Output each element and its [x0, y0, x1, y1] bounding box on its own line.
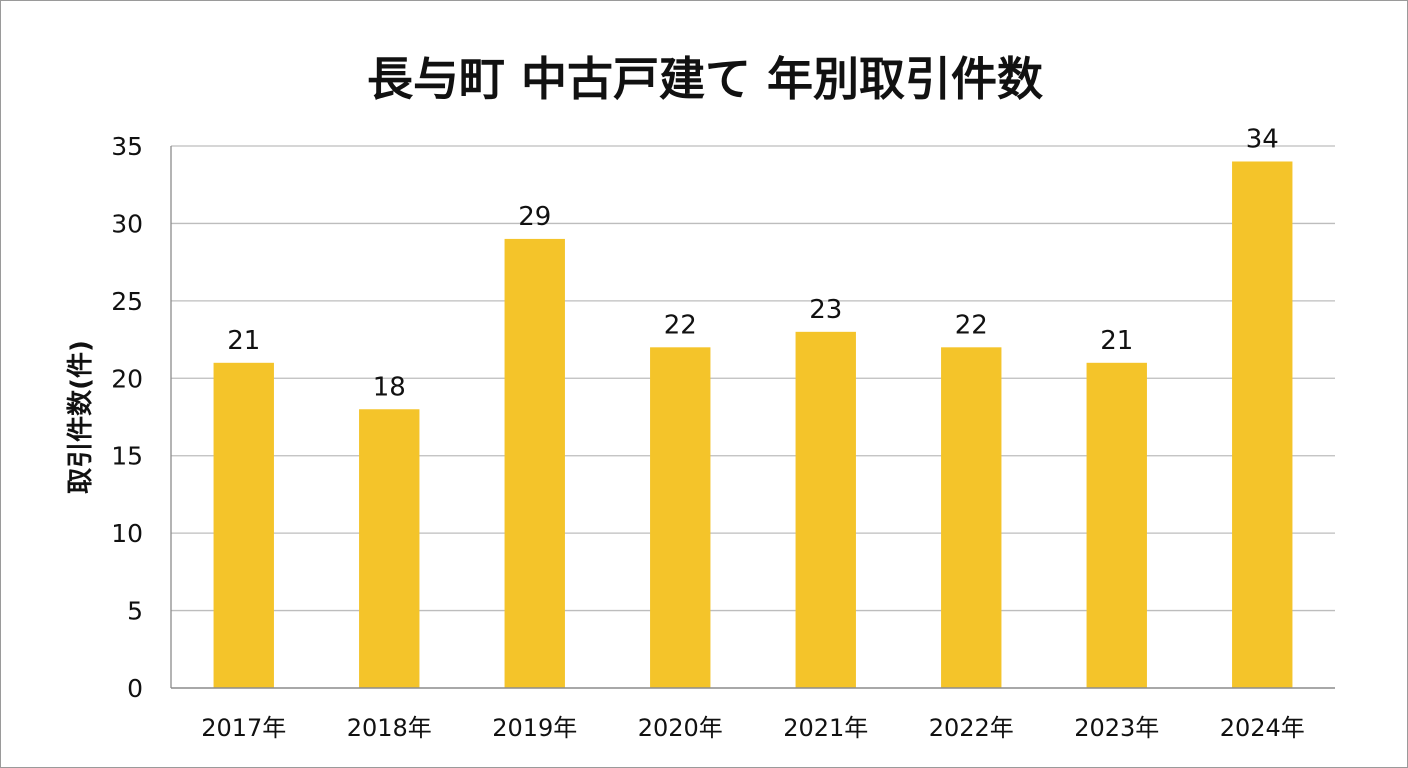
y-tick-label: 30	[111, 209, 143, 238]
x-tick-label: 2020年	[638, 714, 723, 742]
x-tick-label: 2019年	[492, 714, 577, 742]
x-tick-label: 2022年	[929, 714, 1014, 742]
gridlines	[171, 145, 1335, 612]
x-tick-label: 2023年	[1074, 714, 1159, 742]
y-tick-label: 35	[111, 132, 143, 161]
labels: 0 5 10 15 20 25 30 35 21 2017年 18 2018年 29 2019年 22 202…	[111, 124, 1305, 742]
bar	[504, 238, 565, 688]
y-axis-label: 取引件数(件)	[66, 340, 96, 494]
bar	[1086, 362, 1147, 688]
data-label: 22	[664, 310, 697, 340]
x-tick-label: 2018年	[347, 714, 432, 742]
y-tick-label: 10	[111, 519, 143, 548]
bar	[359, 409, 420, 688]
x-tick-label: 2017年	[201, 714, 286, 742]
data-label: 21	[1100, 326, 1133, 356]
bar	[795, 331, 856, 688]
data-label: 34	[1246, 124, 1279, 154]
data-label: 23	[809, 295, 842, 325]
y-tick-label: 5	[127, 597, 143, 626]
bars	[213, 161, 1293, 688]
bar	[941, 347, 1002, 688]
data-label: 18	[373, 372, 406, 402]
y-tick-label: 20	[111, 364, 143, 393]
x-tick-label: 2024年	[1220, 714, 1305, 742]
data-label: 21	[227, 326, 260, 356]
y-tick-label: 0	[127, 674, 143, 703]
data-label: 29	[518, 202, 551, 232]
bar	[1232, 161, 1293, 688]
y-tick-label: 25	[111, 287, 143, 316]
x-tick-label: 2021年	[783, 714, 868, 742]
y-tick-label: 15	[111, 442, 143, 471]
bar	[650, 347, 711, 688]
data-label: 22	[955, 310, 988, 340]
bar	[213, 362, 274, 688]
chart-title: 長与町 中古戸建て 年別取引件数	[367, 52, 1043, 106]
axes	[170, 146, 1335, 689]
